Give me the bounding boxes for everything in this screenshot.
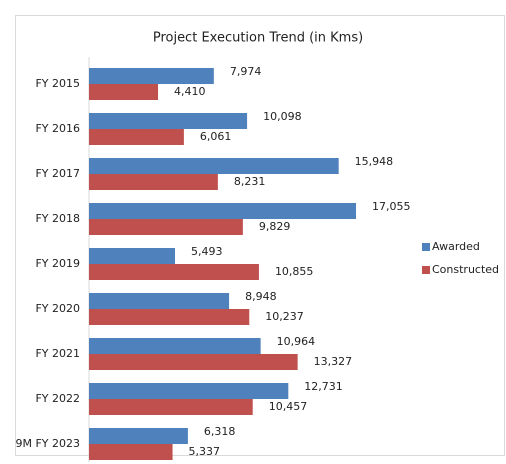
y-tick-label: FY 2017 bbox=[35, 167, 80, 180]
y-tick-label: FY 2021 bbox=[35, 347, 80, 360]
data-label: 17,055 bbox=[372, 200, 411, 213]
data-label: 6,318 bbox=[204, 425, 236, 438]
bar bbox=[89, 84, 159, 100]
data-label: 10,098 bbox=[263, 110, 302, 123]
data-label: 8,948 bbox=[245, 290, 276, 303]
bar bbox=[89, 444, 173, 460]
bar bbox=[89, 158, 339, 174]
bar bbox=[89, 129, 184, 145]
data-label: 10,855 bbox=[275, 265, 314, 278]
legend-label: Constructed bbox=[432, 263, 499, 276]
y-tick-label: FY 2015 bbox=[35, 77, 80, 90]
y-tick-label: FY 2018 bbox=[35, 212, 80, 225]
bar bbox=[89, 354, 298, 370]
y-tick-label: FY 2016 bbox=[35, 122, 80, 135]
data-label: 15,948 bbox=[355, 155, 394, 168]
bar bbox=[89, 338, 261, 354]
data-label: 9,829 bbox=[259, 220, 291, 233]
legend-swatch bbox=[422, 266, 430, 274]
bar bbox=[89, 219, 243, 235]
legend-label: Awarded bbox=[432, 240, 480, 253]
data-label: 5,337 bbox=[189, 445, 221, 458]
y-tick-label: 9M FY 2023 bbox=[15, 437, 80, 450]
data-label: 13,327 bbox=[314, 355, 353, 368]
data-label: 10,237 bbox=[265, 310, 304, 323]
data-label: 7,974 bbox=[230, 65, 262, 78]
bar bbox=[89, 113, 248, 129]
data-label: 8,231 bbox=[234, 175, 265, 188]
bar bbox=[89, 309, 250, 325]
data-label: 10,457 bbox=[269, 400, 308, 413]
bar bbox=[89, 68, 214, 84]
data-label: 6,061 bbox=[200, 130, 232, 143]
y-tick-label: FY 2022 bbox=[35, 392, 80, 405]
bar bbox=[89, 203, 356, 219]
data-label: 10,964 bbox=[277, 335, 316, 348]
chart-title: Project Execution Trend (in Kms) bbox=[153, 31, 363, 46]
data-label: 12,731 bbox=[304, 380, 343, 393]
data-label: 5,493 bbox=[191, 245, 223, 258]
bar bbox=[89, 248, 175, 264]
bar bbox=[89, 399, 253, 415]
bar bbox=[89, 264, 259, 280]
bar bbox=[89, 174, 218, 190]
y-tick-label: FY 2020 bbox=[35, 302, 80, 315]
y-tick-label: FY 2019 bbox=[35, 257, 80, 270]
bar bbox=[89, 293, 230, 309]
data-label: 4,410 bbox=[174, 85, 206, 98]
legend-swatch bbox=[422, 243, 430, 251]
bar bbox=[89, 383, 289, 399]
bar bbox=[89, 428, 188, 444]
